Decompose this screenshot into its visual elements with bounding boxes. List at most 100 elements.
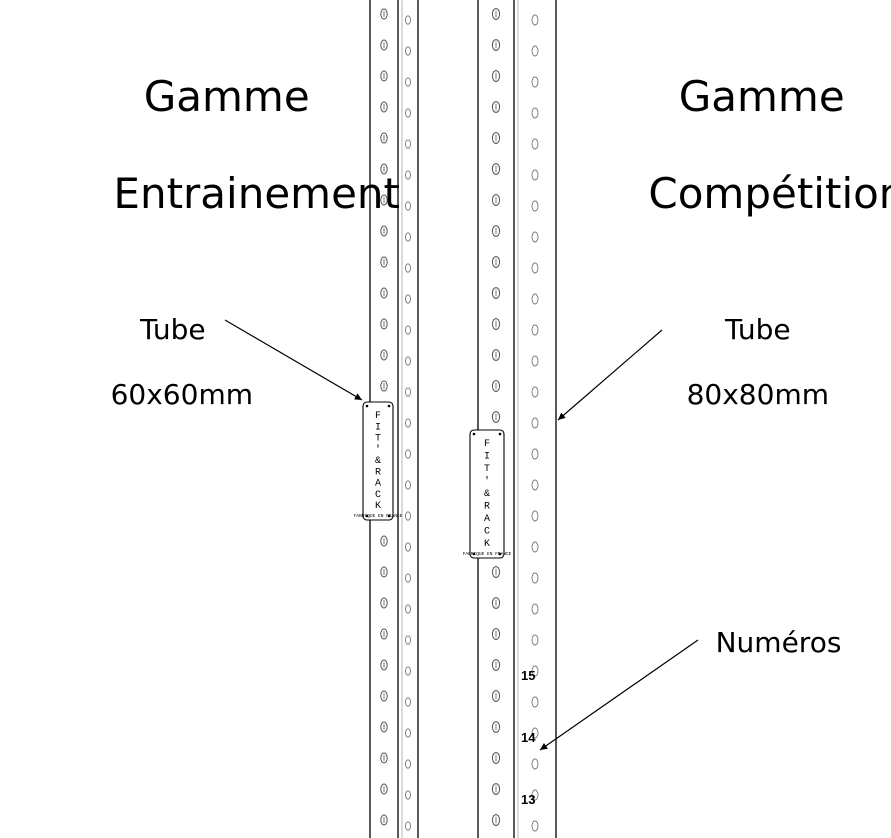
label-tube-right-l1: Tube [725, 313, 791, 346]
upright-left-hole [381, 722, 387, 732]
upright-right-plate [470, 430, 504, 558]
upright-right-sidehole [532, 139, 538, 149]
upright-left-plate-text: I [375, 422, 381, 433]
upright-right-plate-text: R [484, 502, 490, 513]
upright-left-sidehole [406, 791, 411, 799]
arrow-numeros-head [540, 743, 548, 750]
upright-left-sidehole [406, 822, 411, 830]
upright-right-hole [492, 226, 499, 237]
upright-left-hole [381, 350, 387, 360]
upright-left-hole [381, 102, 387, 112]
upright-right-sidehole [532, 449, 538, 459]
title-left-line1: Gamme [144, 72, 310, 121]
upright-left-sidehole [406, 698, 411, 706]
upright-left-hole [381, 474, 387, 484]
upright-right-hole [492, 691, 499, 702]
upright-left-plate-text: F [375, 411, 381, 422]
upright-right-hole [492, 350, 499, 361]
upright-left-hole [381, 319, 387, 329]
upright-right-sidehole [532, 201, 538, 211]
arrow-tube-left-head [354, 393, 362, 400]
upright-right-plate-rivet [499, 433, 502, 436]
upright-left-sidehole [406, 202, 411, 210]
upright-right-hole [492, 753, 499, 764]
upright-right-hole [492, 288, 499, 299]
upright-left-sidehole [406, 264, 411, 272]
upright-left-hole [381, 784, 387, 794]
upright-right-sidehole [532, 77, 538, 87]
upright-right-sidehole [532, 46, 538, 56]
upright-left-plate-text: & [375, 456, 381, 467]
upright-left-plate-rivet [366, 515, 369, 518]
upright-left-sidehole [406, 667, 411, 675]
label-tube-left-l2: 60x60mm [111, 378, 253, 411]
upright-right-plate-sub: FABRIQUE EN FRANCE [463, 551, 512, 557]
upright-right-hole [492, 9, 499, 20]
upright-right-hole [492, 412, 499, 423]
upright-left-sidehole [406, 326, 411, 334]
upright-left-hole [381, 9, 387, 19]
upright-left-hole [381, 660, 387, 670]
upright-right-sidehole [532, 480, 538, 490]
upright-left-sidehole [406, 388, 411, 396]
upright-right-plate-rivet [499, 553, 502, 556]
upright-right-plate-rivet [473, 433, 476, 436]
upright-left-hole [381, 753, 387, 763]
upright-right-sidehole [532, 728, 538, 738]
upright-left-hole [381, 71, 387, 81]
upright-right-sidehole [532, 821, 538, 831]
upright-right-plate-text: C [484, 527, 490, 538]
upright-left-hole [381, 598, 387, 608]
upright-right-sidehole [532, 759, 538, 769]
upright-left-sidehole [406, 574, 411, 582]
upright-right-plate-text: I [484, 452, 490, 463]
upright-left-plate-text: T [375, 434, 381, 445]
upright-right-sidehole [532, 263, 538, 273]
upright-right-hole [492, 722, 499, 733]
title-right: Gamme Compétition [595, 25, 875, 266]
diagram-stage: Gamme Entrainement Gamme Compétition Tub… [0, 0, 891, 838]
upright-left-plate-text: R [375, 467, 381, 478]
upright-left-hole [381, 536, 387, 546]
upright-right-hole [492, 784, 499, 795]
upright-right-hole [492, 133, 499, 144]
upright-left-hole [381, 257, 387, 267]
upright-right-sidehole [532, 666, 538, 676]
label-numeros: Numéros [680, 595, 860, 692]
upright-right-plate-text: K [484, 539, 490, 550]
upright-left-plate-text: C [375, 490, 381, 501]
upright-right-hole [492, 629, 499, 640]
upright-left-plate-sub: FABRIQUE EN FRANCE [354, 513, 403, 519]
upright-right-hole [492, 815, 499, 826]
upright-left-hole [381, 443, 387, 453]
upright-right-hole [492, 195, 499, 206]
upright-left-plate-text: A [375, 479, 381, 490]
upright-right-hole [492, 536, 499, 547]
upright-left-hole [381, 505, 387, 515]
upright-right-plate-text: & [484, 489, 490, 500]
label-tube-left: Tube 60x60mm [75, 282, 235, 443]
upright-right-sidehole [532, 325, 538, 335]
title-right-line1: Gamme [679, 72, 845, 121]
title-right-line2: Compétition [648, 169, 891, 218]
upright-left-sidehole [406, 605, 411, 613]
upright-left-sidehole [406, 47, 411, 55]
upright-right-hole [492, 474, 499, 485]
upright-left-sidehole [406, 512, 411, 520]
upright-right-hole [492, 164, 499, 175]
label-numeros-l1: Numéros [716, 626, 842, 659]
upright-left-sidehole [406, 419, 411, 427]
upright-right-sidehole [532, 511, 538, 521]
upright-right-sidehole [532, 232, 538, 242]
upright-left-sidehole [406, 109, 411, 117]
upright-left-hole [381, 381, 387, 391]
upright-right-hole [492, 598, 499, 609]
upright-left-hole [381, 815, 387, 825]
upright-right-hole [492, 660, 499, 671]
arrow-tube-right [558, 330, 662, 420]
upright-right-hole [492, 567, 499, 578]
upright-left-sidehole [406, 357, 411, 365]
upright-left-sidehole [406, 16, 411, 24]
upright-right-hole [492, 505, 499, 516]
upright-right-hole [492, 319, 499, 330]
